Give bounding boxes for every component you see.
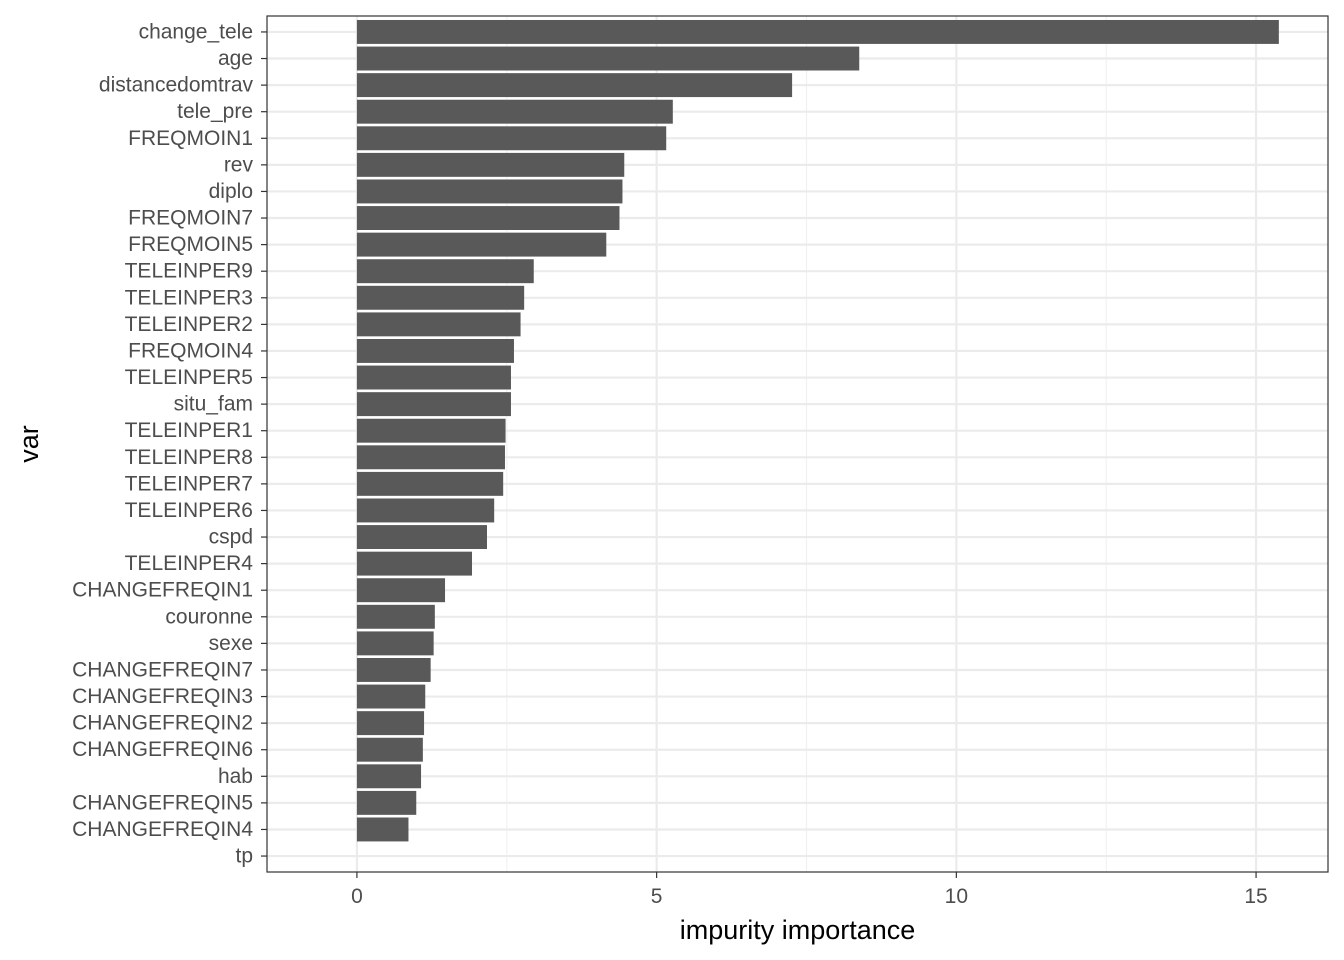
bar bbox=[356, 232, 607, 257]
bar bbox=[356, 392, 511, 417]
y-tick-label: diplo bbox=[209, 180, 253, 203]
x-axis-title: impurity importance bbox=[680, 915, 916, 945]
y-tick-label: rev bbox=[224, 153, 254, 176]
y-tick-label: tp bbox=[235, 845, 253, 868]
bar bbox=[356, 285, 525, 310]
x-tick-label: 15 bbox=[1244, 885, 1267, 908]
y-tick-label: couronne bbox=[165, 605, 253, 628]
y-tick-label: FREQMOIN4 bbox=[128, 339, 253, 362]
y-tick-label: FREQMOIN1 bbox=[128, 127, 253, 150]
y-tick-label: situ_fam bbox=[174, 393, 253, 416]
bar bbox=[356, 817, 409, 842]
y-tick-label: age bbox=[218, 47, 253, 70]
bar bbox=[356, 259, 534, 284]
bars bbox=[356, 19, 1279, 842]
bar bbox=[356, 206, 620, 230]
bar bbox=[356, 684, 426, 709]
y-tick-label: sexe bbox=[209, 632, 253, 655]
bar bbox=[356, 152, 625, 177]
bar bbox=[356, 445, 505, 470]
y-tick-label: TELEINPER2 bbox=[125, 313, 253, 336]
y-tick-label: CHANGEFREQIN5 bbox=[72, 791, 253, 814]
bar bbox=[356, 790, 417, 815]
bar bbox=[356, 418, 506, 443]
bar bbox=[356, 551, 473, 576]
x-tick-label: 5 bbox=[651, 885, 663, 908]
bar bbox=[356, 578, 446, 603]
y-tick-label: TELEINPER9 bbox=[125, 260, 253, 283]
y-tick-label: FREQMOIN7 bbox=[128, 207, 253, 230]
y-axis-title: var bbox=[14, 425, 44, 463]
bar bbox=[356, 737, 423, 762]
bar bbox=[356, 471, 504, 496]
y-tick-label: TELEINPER5 bbox=[125, 366, 253, 389]
y-tick-label: CHANGEFREQIN1 bbox=[72, 579, 253, 602]
y-tick-label: FREQMOIN5 bbox=[128, 233, 253, 256]
bar bbox=[356, 365, 511, 390]
bar bbox=[356, 179, 623, 204]
y-tick-label: cspd bbox=[209, 526, 253, 549]
y-tick-label: change_tele bbox=[139, 20, 253, 43]
x-tick-label: 0 bbox=[351, 885, 363, 908]
y-tick-label: tele_pre bbox=[177, 100, 253, 123]
bar bbox=[356, 764, 422, 789]
panel-border bbox=[266, 15, 1329, 873]
y-tick-label: CHANGEFREQIN4 bbox=[72, 818, 253, 841]
y-tick-label: TELEINPER7 bbox=[125, 472, 253, 495]
bar bbox=[356, 99, 673, 124]
y-tick-label: TELEINPER3 bbox=[125, 286, 253, 309]
y-tick-label: hab bbox=[218, 765, 253, 788]
bar bbox=[356, 604, 435, 629]
bar bbox=[356, 126, 667, 151]
bar bbox=[356, 46, 860, 71]
bar bbox=[356, 73, 793, 98]
y-tick-label: CHANGEFREQIN7 bbox=[72, 658, 253, 681]
bar bbox=[356, 338, 514, 363]
x-axis: 0 5 10 15 bbox=[351, 872, 1268, 908]
bar bbox=[356, 19, 1279, 44]
bar bbox=[356, 631, 434, 656]
y-tick-label: CHANGEFREQIN2 bbox=[72, 712, 253, 735]
bar bbox=[356, 658, 431, 682]
y-tick-label: distancedomtrav bbox=[99, 74, 254, 97]
x-tick-label: 10 bbox=[945, 885, 968, 908]
bar bbox=[356, 525, 487, 550]
bar bbox=[356, 711, 425, 736]
y-tick-label: CHANGEFREQIN6 bbox=[72, 738, 253, 761]
bar bbox=[356, 312, 521, 337]
y-tick-label: TELEINPER8 bbox=[125, 446, 253, 469]
y-tick-label: TELEINPER1 bbox=[125, 419, 253, 442]
y-tick-label: CHANGEFREQIN3 bbox=[72, 685, 253, 708]
y-tick-label: TELEINPER4 bbox=[125, 552, 254, 575]
y-tick-label: TELEINPER6 bbox=[125, 499, 253, 522]
bar bbox=[356, 498, 495, 523]
